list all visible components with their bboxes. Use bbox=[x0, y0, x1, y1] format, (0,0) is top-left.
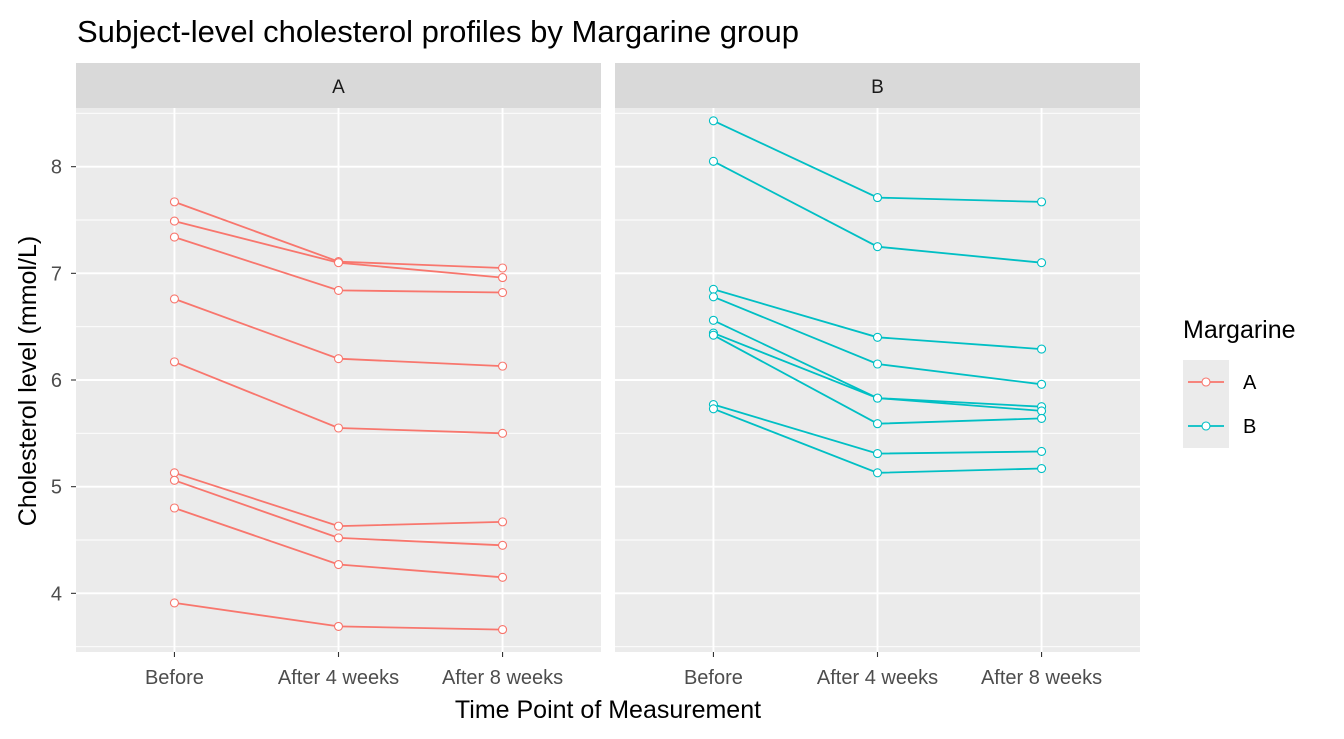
x-tick-label: Before bbox=[684, 667, 743, 689]
legend-label-b: B bbox=[1243, 416, 1256, 438]
data-point bbox=[872, 419, 883, 429]
data-point bbox=[169, 294, 179, 304]
data-point bbox=[1037, 463, 1047, 474]
data-point bbox=[498, 287, 508, 298]
data-point bbox=[498, 517, 508, 527]
data-point bbox=[169, 503, 179, 513]
data-point bbox=[169, 357, 179, 367]
data-point bbox=[1037, 379, 1047, 389]
data-point bbox=[708, 284, 718, 294]
data-point bbox=[333, 559, 344, 570]
data-point bbox=[169, 197, 179, 207]
y-tick-label: 4 bbox=[51, 583, 62, 605]
data-point bbox=[498, 540, 508, 550]
facet-strip bbox=[76, 63, 601, 108]
y-axis-title: Cholesterol level (mmol/L) bbox=[14, 236, 42, 526]
data-point bbox=[498, 273, 508, 283]
facets: A Before After 4 weeks After 8 weeks B Before… bbox=[51, 63, 1140, 689]
data-point bbox=[1037, 406, 1047, 416]
data-point bbox=[169, 468, 179, 478]
data-point bbox=[169, 232, 179, 242]
data-point bbox=[1037, 413, 1047, 423]
data-point bbox=[169, 475, 179, 485]
data-point bbox=[1037, 344, 1047, 354]
data-point bbox=[333, 423, 344, 433]
data-point bbox=[333, 521, 344, 531]
data-point bbox=[872, 468, 883, 478]
y-axis: 4 5 6 7 8 bbox=[51, 157, 76, 605]
facet-panel-b: B Before After 4 weeks After 8 weeks bbox=[615, 63, 1140, 689]
data-point bbox=[333, 258, 344, 268]
data-point bbox=[333, 354, 344, 364]
facet-strip-label: A bbox=[332, 77, 345, 98]
data-point bbox=[169, 216, 179, 226]
x-tick-label: After 8 weeks bbox=[981, 667, 1102, 689]
legend-key-point-b bbox=[1201, 421, 1211, 431]
data-point bbox=[333, 533, 344, 543]
data-point bbox=[872, 359, 883, 369]
y-tick-label: 7 bbox=[51, 263, 62, 285]
data-point bbox=[333, 285, 344, 295]
data-point bbox=[708, 404, 718, 414]
x-axis-title: Time Point of Measurement bbox=[455, 696, 761, 724]
data-point bbox=[872, 332, 883, 342]
data-point bbox=[498, 263, 508, 273]
data-point bbox=[708, 292, 718, 302]
data-point bbox=[872, 193, 883, 203]
data-point bbox=[872, 393, 883, 403]
data-point bbox=[498, 625, 508, 635]
data-point bbox=[872, 242, 883, 252]
legend-label-a: A bbox=[1243, 372, 1257, 394]
data-point bbox=[1037, 258, 1047, 268]
data-point bbox=[708, 156, 718, 166]
y-tick-label: 6 bbox=[51, 370, 62, 392]
legend-key-point-a bbox=[1201, 377, 1211, 387]
data-point bbox=[708, 330, 718, 340]
data-point bbox=[498, 572, 508, 582]
x-tick-label: Before bbox=[145, 667, 204, 689]
data-point bbox=[498, 361, 508, 371]
legend-title: Margarine bbox=[1183, 316, 1296, 344]
x-tick-label: After 4 weeks bbox=[817, 667, 938, 689]
facet-panel-a: A Before After 4 weeks After 8 weeks bbox=[76, 63, 601, 689]
x-tick-label: After 4 weeks bbox=[278, 667, 399, 689]
data-point bbox=[333, 621, 344, 631]
data-point bbox=[498, 428, 508, 438]
chart-title: Subject-level cholesterol profiles by Ma… bbox=[77, 14, 799, 49]
data-point bbox=[708, 116, 718, 126]
legend: Margarine A B bbox=[1183, 316, 1296, 448]
data-point bbox=[872, 449, 883, 459]
data-point bbox=[708, 315, 718, 325]
data-point bbox=[1037, 197, 1047, 207]
y-tick-label: 8 bbox=[51, 157, 62, 179]
data-point bbox=[1037, 446, 1047, 457]
y-tick-label: 5 bbox=[51, 477, 62, 499]
facet-strip-label: B bbox=[871, 77, 884, 98]
data-point bbox=[169, 598, 179, 608]
x-tick-label: After 8 weeks bbox=[442, 667, 563, 689]
facet-strip bbox=[615, 63, 1140, 108]
